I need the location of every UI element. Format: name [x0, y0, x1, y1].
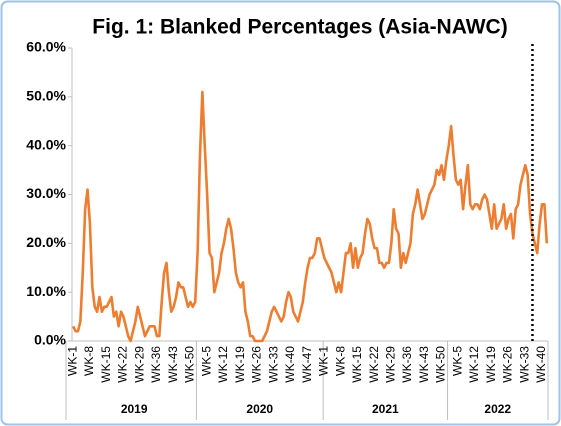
x-tick-label: WK-50 — [434, 346, 448, 383]
y-tick-label: 50.0% — [26, 88, 66, 104]
y-tick-label: 30.0% — [26, 185, 66, 201]
x-tick-label: WK-1 — [65, 346, 79, 376]
x-tick-label: WK-26 — [250, 346, 264, 383]
x-tick-label: WK-36 — [400, 346, 414, 383]
x-tick-label: WK-8 — [333, 346, 347, 376]
y-tick-label: 40.0% — [26, 136, 66, 152]
x-tick-label: WK-19 — [233, 346, 247, 383]
x-tick-label: WK-50 — [183, 346, 197, 383]
y-tick-label: 60.0% — [26, 39, 66, 55]
x-tick-label: WK-33 — [266, 346, 280, 383]
x-tick-label: WK-19 — [484, 346, 498, 383]
year-label: 2021 — [372, 402, 399, 416]
x-tick-label: WK-40 — [283, 346, 297, 383]
x-tick-label: WK-40 — [534, 346, 548, 383]
x-tick-label: WK-22 — [367, 346, 381, 383]
x-tick-label: WK-12 — [216, 346, 230, 383]
y-tick-label: 0.0% — [34, 332, 66, 348]
year-label: 2020 — [246, 402, 273, 416]
x-tick-label: WK-43 — [417, 346, 431, 383]
year-label: 2022 — [484, 402, 511, 416]
x-tick-label: WK-15 — [350, 346, 364, 383]
x-tick-label: WK-47 — [300, 346, 314, 383]
year-label: 2019 — [121, 402, 148, 416]
x-tick-label: WK-8 — [82, 346, 96, 376]
data-line — [72, 90, 549, 343]
x-tick-label: WK-15 — [99, 346, 113, 383]
chart-title: Fig. 1: Blanked Percentages (Asia-NAWC) — [92, 16, 507, 39]
x-tick-label: WK-29 — [132, 346, 146, 383]
x-tick-label: WK-43 — [166, 346, 180, 383]
x-tick-label: WK-5 — [199, 346, 213, 376]
x-tick-label: WK-22 — [116, 346, 130, 383]
x-tick-label: WK-12 — [467, 346, 481, 383]
x-tick-label: WK-36 — [149, 346, 163, 383]
y-tick-label: 20.0% — [26, 234, 66, 250]
x-tick-label: WK-33 — [517, 346, 531, 383]
x-tick-label: WK-5 — [450, 346, 464, 376]
x-tick-label: WK-1 — [317, 346, 331, 376]
x-tick-label: WK-26 — [501, 346, 515, 383]
x-tick-label: WK-29 — [383, 346, 397, 383]
y-tick-label: 10.0% — [26, 283, 66, 299]
